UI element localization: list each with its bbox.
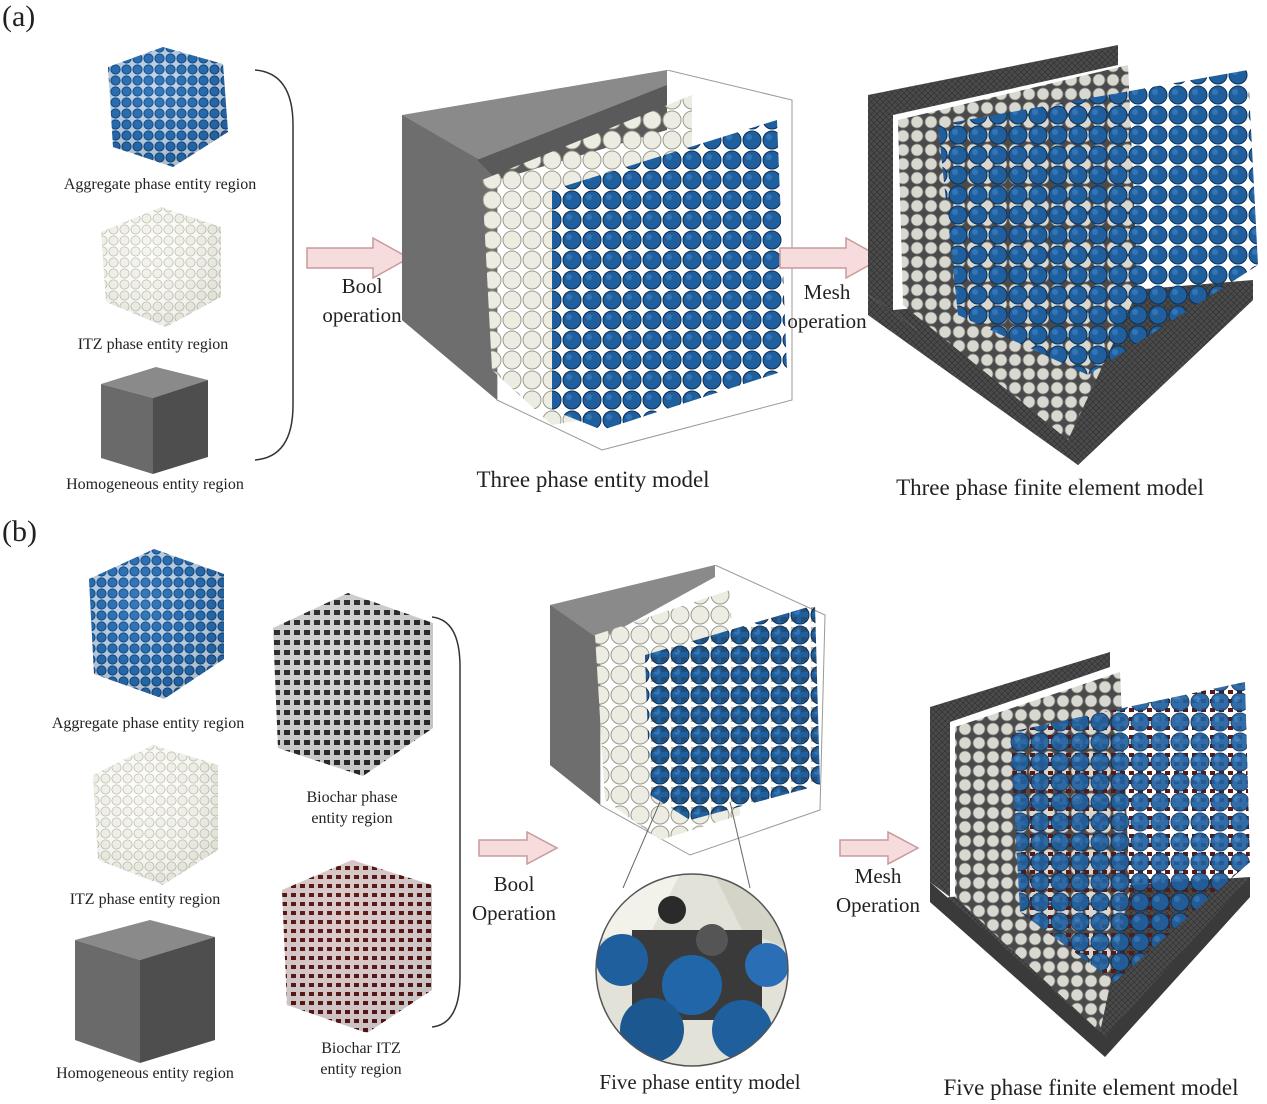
bool-arrow-a[interactable] (305, 236, 415, 280)
zoom-detail-circle (595, 873, 789, 1067)
biochar-itz-blob (282, 860, 432, 1033)
aggregate-label-a: Aggregate phase entity region (63, 176, 257, 193)
mesh-arrow-a[interactable] (778, 236, 888, 280)
grouping-brace-b (432, 616, 461, 1028)
mesh-operation-label-b: Mesh Operation (836, 864, 920, 917)
five-phase-fe-label: Five phase finite element model (943, 1075, 1239, 1100)
biochar-itz-label: Biochar ITZ entity region (320, 1040, 402, 1078)
aggregate-phase-blob-a (108, 47, 228, 167)
homogeneous-cube-b (75, 920, 215, 1063)
panel-a-tag: (a) (2, 0, 36, 33)
five-phase-fe-model (930, 652, 1250, 1057)
biochar-phase-blob (273, 593, 433, 776)
three-phase-fe-model (868, 45, 1258, 465)
zoom-callout-lines (622, 801, 751, 889)
aggregate-label-b: Aggregate phase entity region (51, 715, 245, 732)
aggregate-phase-blob-b (89, 549, 224, 699)
panel-b-tag: (b) (2, 515, 37, 548)
grouping-brace-a (255, 69, 294, 461)
bool-operation-label-a: Bool operation (322, 274, 402, 327)
homogeneous-label-a: Homogeneous entity region (66, 476, 244, 493)
itz-label-a: ITZ phase entity region (77, 336, 229, 353)
three-phase-fe-label: Three phase finite element model (896, 475, 1204, 500)
biochar-phase-label: Biochar phase entity region (306, 789, 398, 827)
five-phase-entity-label: Five phase entity model (599, 1070, 801, 1094)
homogeneous-cube-a (101, 367, 208, 474)
three-phase-entity-model (402, 70, 793, 451)
bool-operation-label-b: Bool Operation (472, 872, 556, 925)
itz-label-b: ITZ phase entity region (69, 891, 221, 908)
mesh-operation-label-a: Mesh operation (787, 280, 867, 333)
itz-phase-blob-a (101, 207, 221, 327)
itz-phase-blob-b (93, 745, 218, 885)
mesh-arrow-b[interactable] (838, 830, 923, 866)
three-phase-entity-label: Three phase entity model (476, 467, 710, 492)
five-phase-entity-model (550, 565, 826, 856)
bool-arrow-b[interactable] (477, 830, 562, 866)
homogeneous-label-b: Homogeneous entity region (56, 1065, 234, 1082)
